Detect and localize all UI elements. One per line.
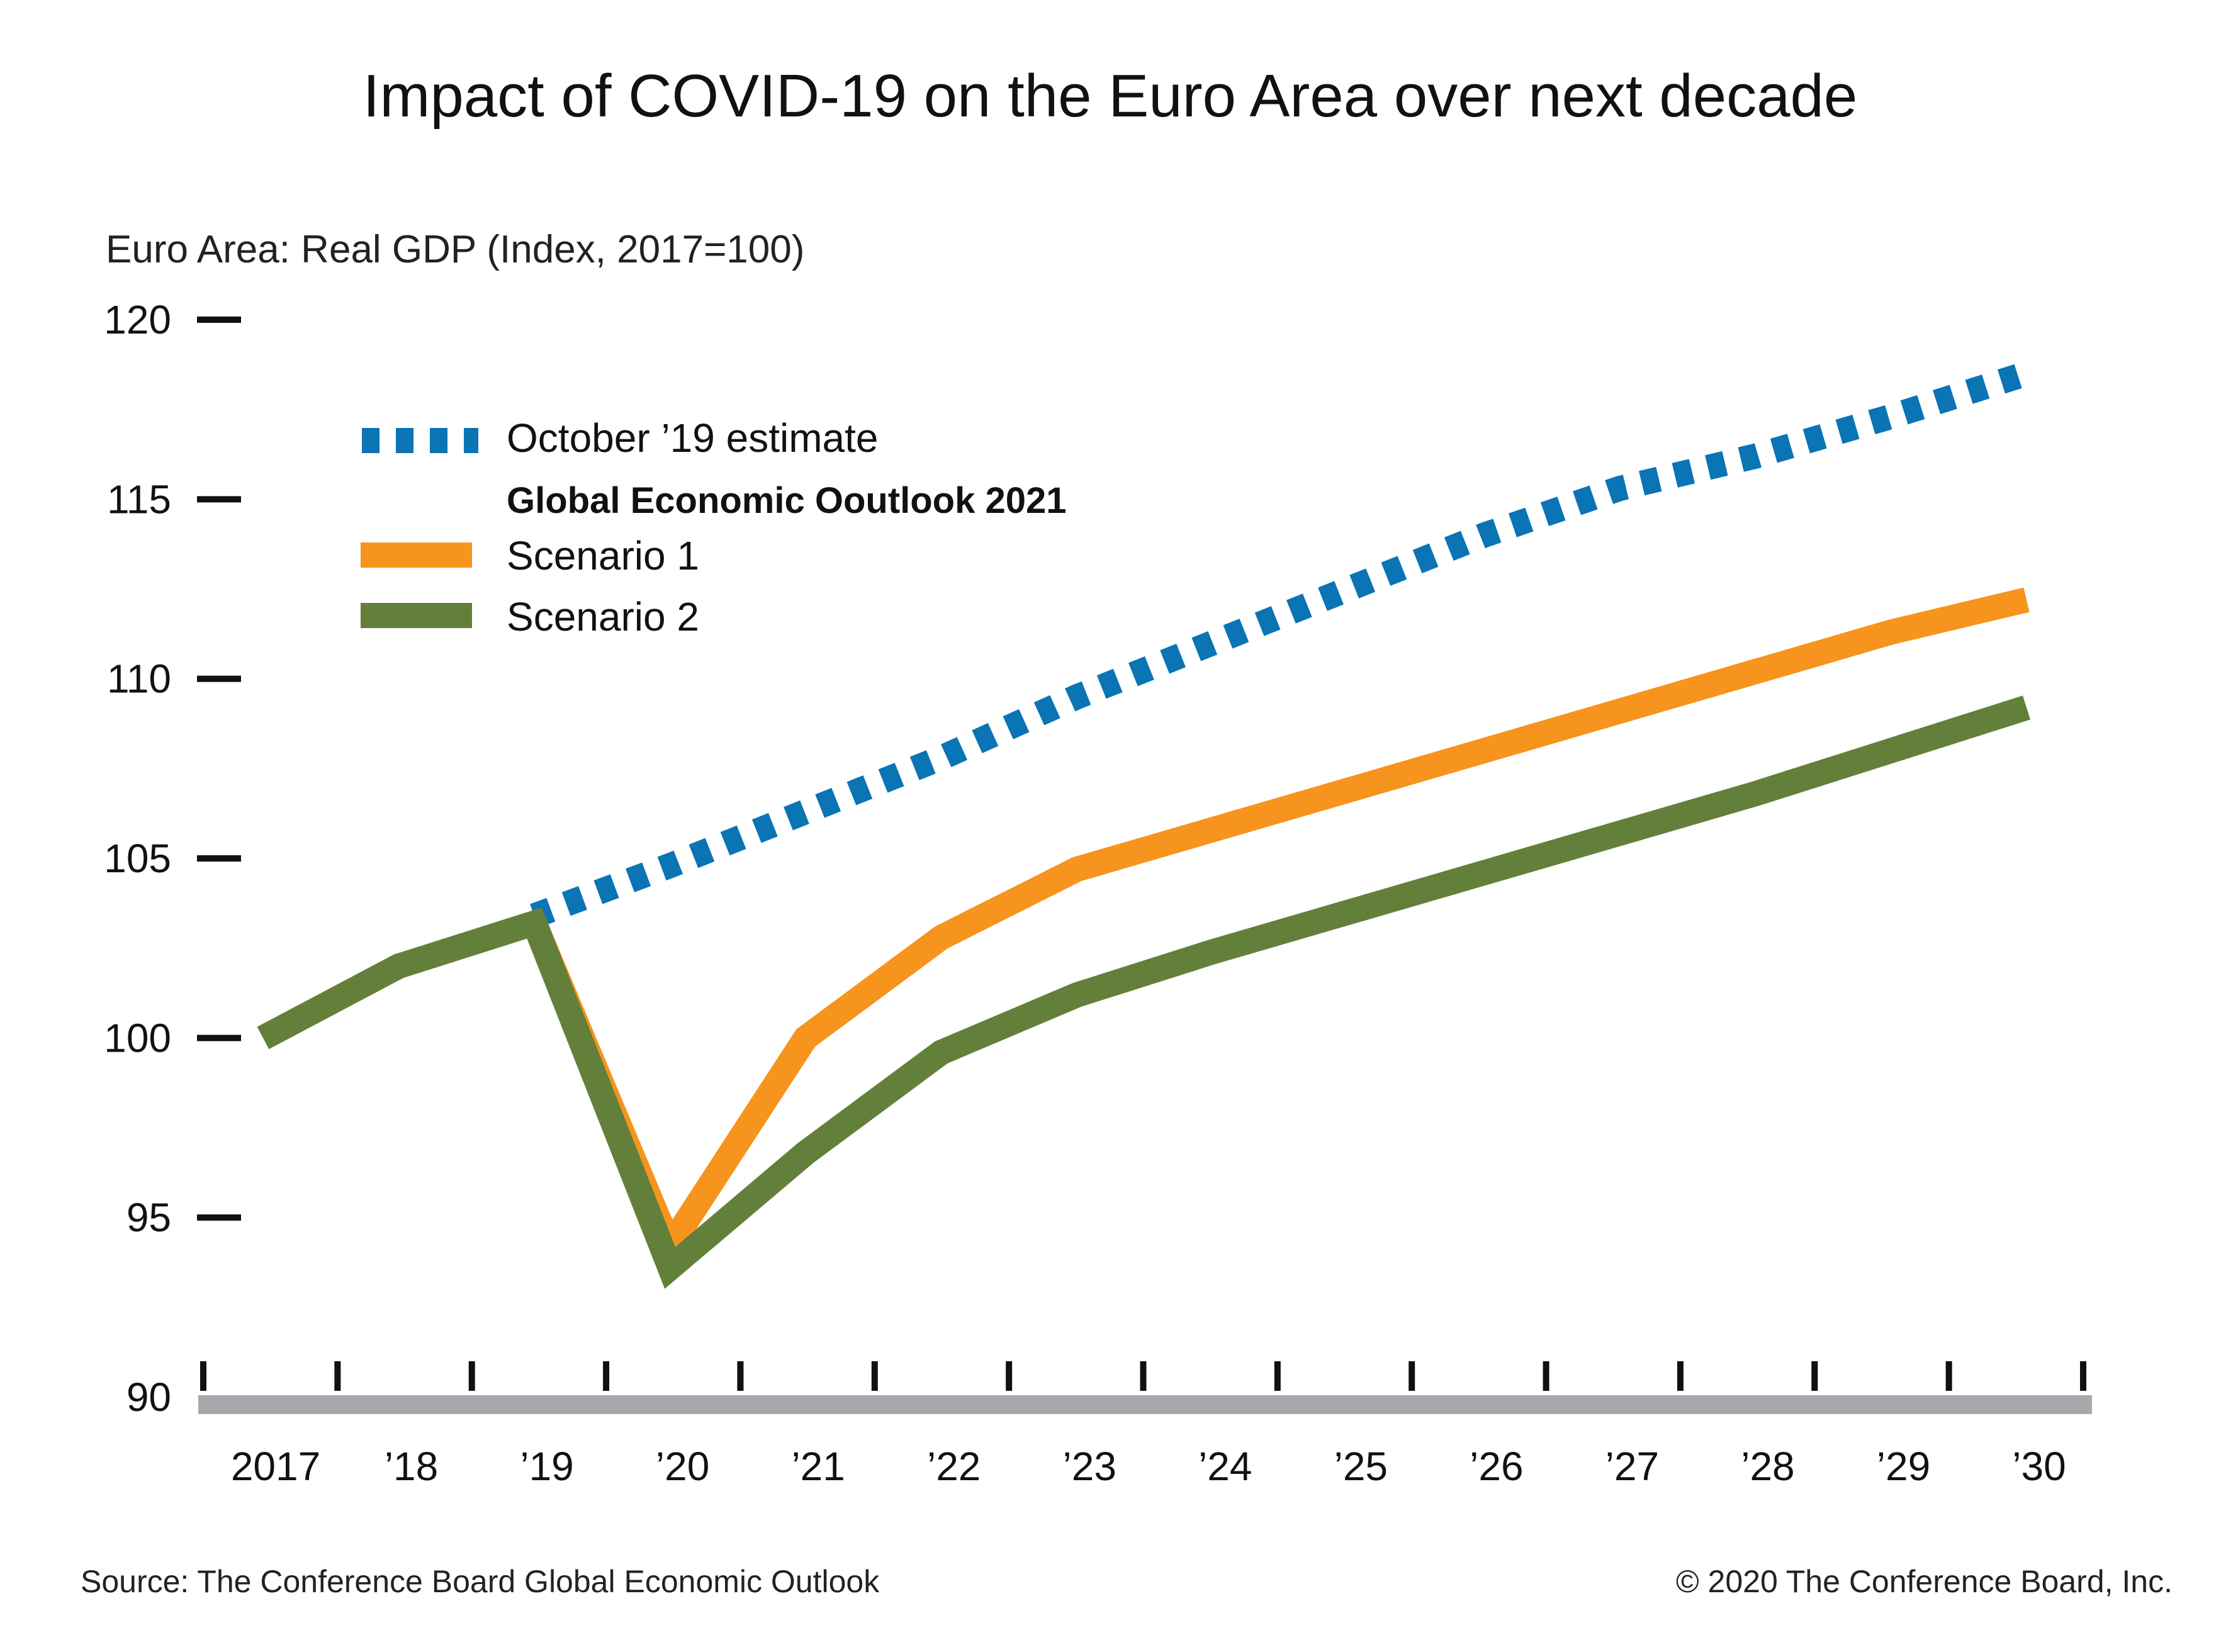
y-tick-label: 100 [104,1015,171,1060]
x-tick-label: ’26 [1470,1444,1523,1489]
legend-item-scenario-1: Scenario 1 [361,533,699,578]
y-tick-label: 95 [127,1195,171,1240]
y-tick-label: 115 [107,476,171,522]
plot-area [257,361,2031,1289]
x-tick-label: ’19 [520,1444,573,1489]
x-tick-label: ’28 [1741,1444,1794,1489]
legend-item-scenario-2: Scenario 2 [361,594,699,639]
legend-item-october-estimate: October ’19 estimate [362,415,879,461]
series-line-october-19-estimate [530,361,2031,928]
y-tick-label: 105 [104,836,171,881]
x-tick-label: ’30 [2012,1444,2066,1489]
x-tick-label: ’22 [927,1444,981,1489]
y-tick-label: 90 [127,1374,171,1420]
y-tick-label: 120 [104,297,171,342]
y-axis-label: Euro Area: Real GDP (Index, 2017=100) [106,228,804,271]
legend-group-heading: Global Economic Ooutlook 2021 [507,480,1067,521]
source-note: Source: The Conference Board Global Econ… [81,1564,880,1599]
chart-title: Impact of COVID-19 on the Euro Area over… [363,62,1858,130]
x-tick-label: ’27 [1605,1444,1659,1489]
legend: October ’19 estimate Global Economic Oou… [361,415,1067,639]
y-axis: 90 95 100 105 110 115 120 [104,297,241,1420]
legend-label-october-estimate: October ’19 estimate [507,415,879,461]
x-tick-label: ’18 [385,1444,438,1489]
legend-label-scenario-2: Scenario 2 [507,594,699,639]
x-tick-label: ’29 [1877,1444,1930,1489]
x-tick-label: ’25 [1334,1444,1388,1489]
copyright: © 2020 The Conference Board, Inc. [1676,1564,2173,1599]
x-tick-label: ’20 [656,1444,709,1489]
x-tick-label: ’21 [791,1444,845,1489]
y-tick-label: 110 [107,656,171,702]
legend-label-scenario-1: Scenario 1 [507,533,699,578]
x-axis: 2017 ’18 ’19 ’20 ’21 ’22 ’23 ’24 ’25 ’26 ’27 ’28 ’29… [198,1361,2092,1489]
series-line-scenario-2 [257,695,2031,1289]
x-tick-label: 2017 [231,1444,320,1489]
x-tick-label: ’23 [1063,1444,1116,1489]
x-tick-label: ’24 [1198,1444,1252,1489]
